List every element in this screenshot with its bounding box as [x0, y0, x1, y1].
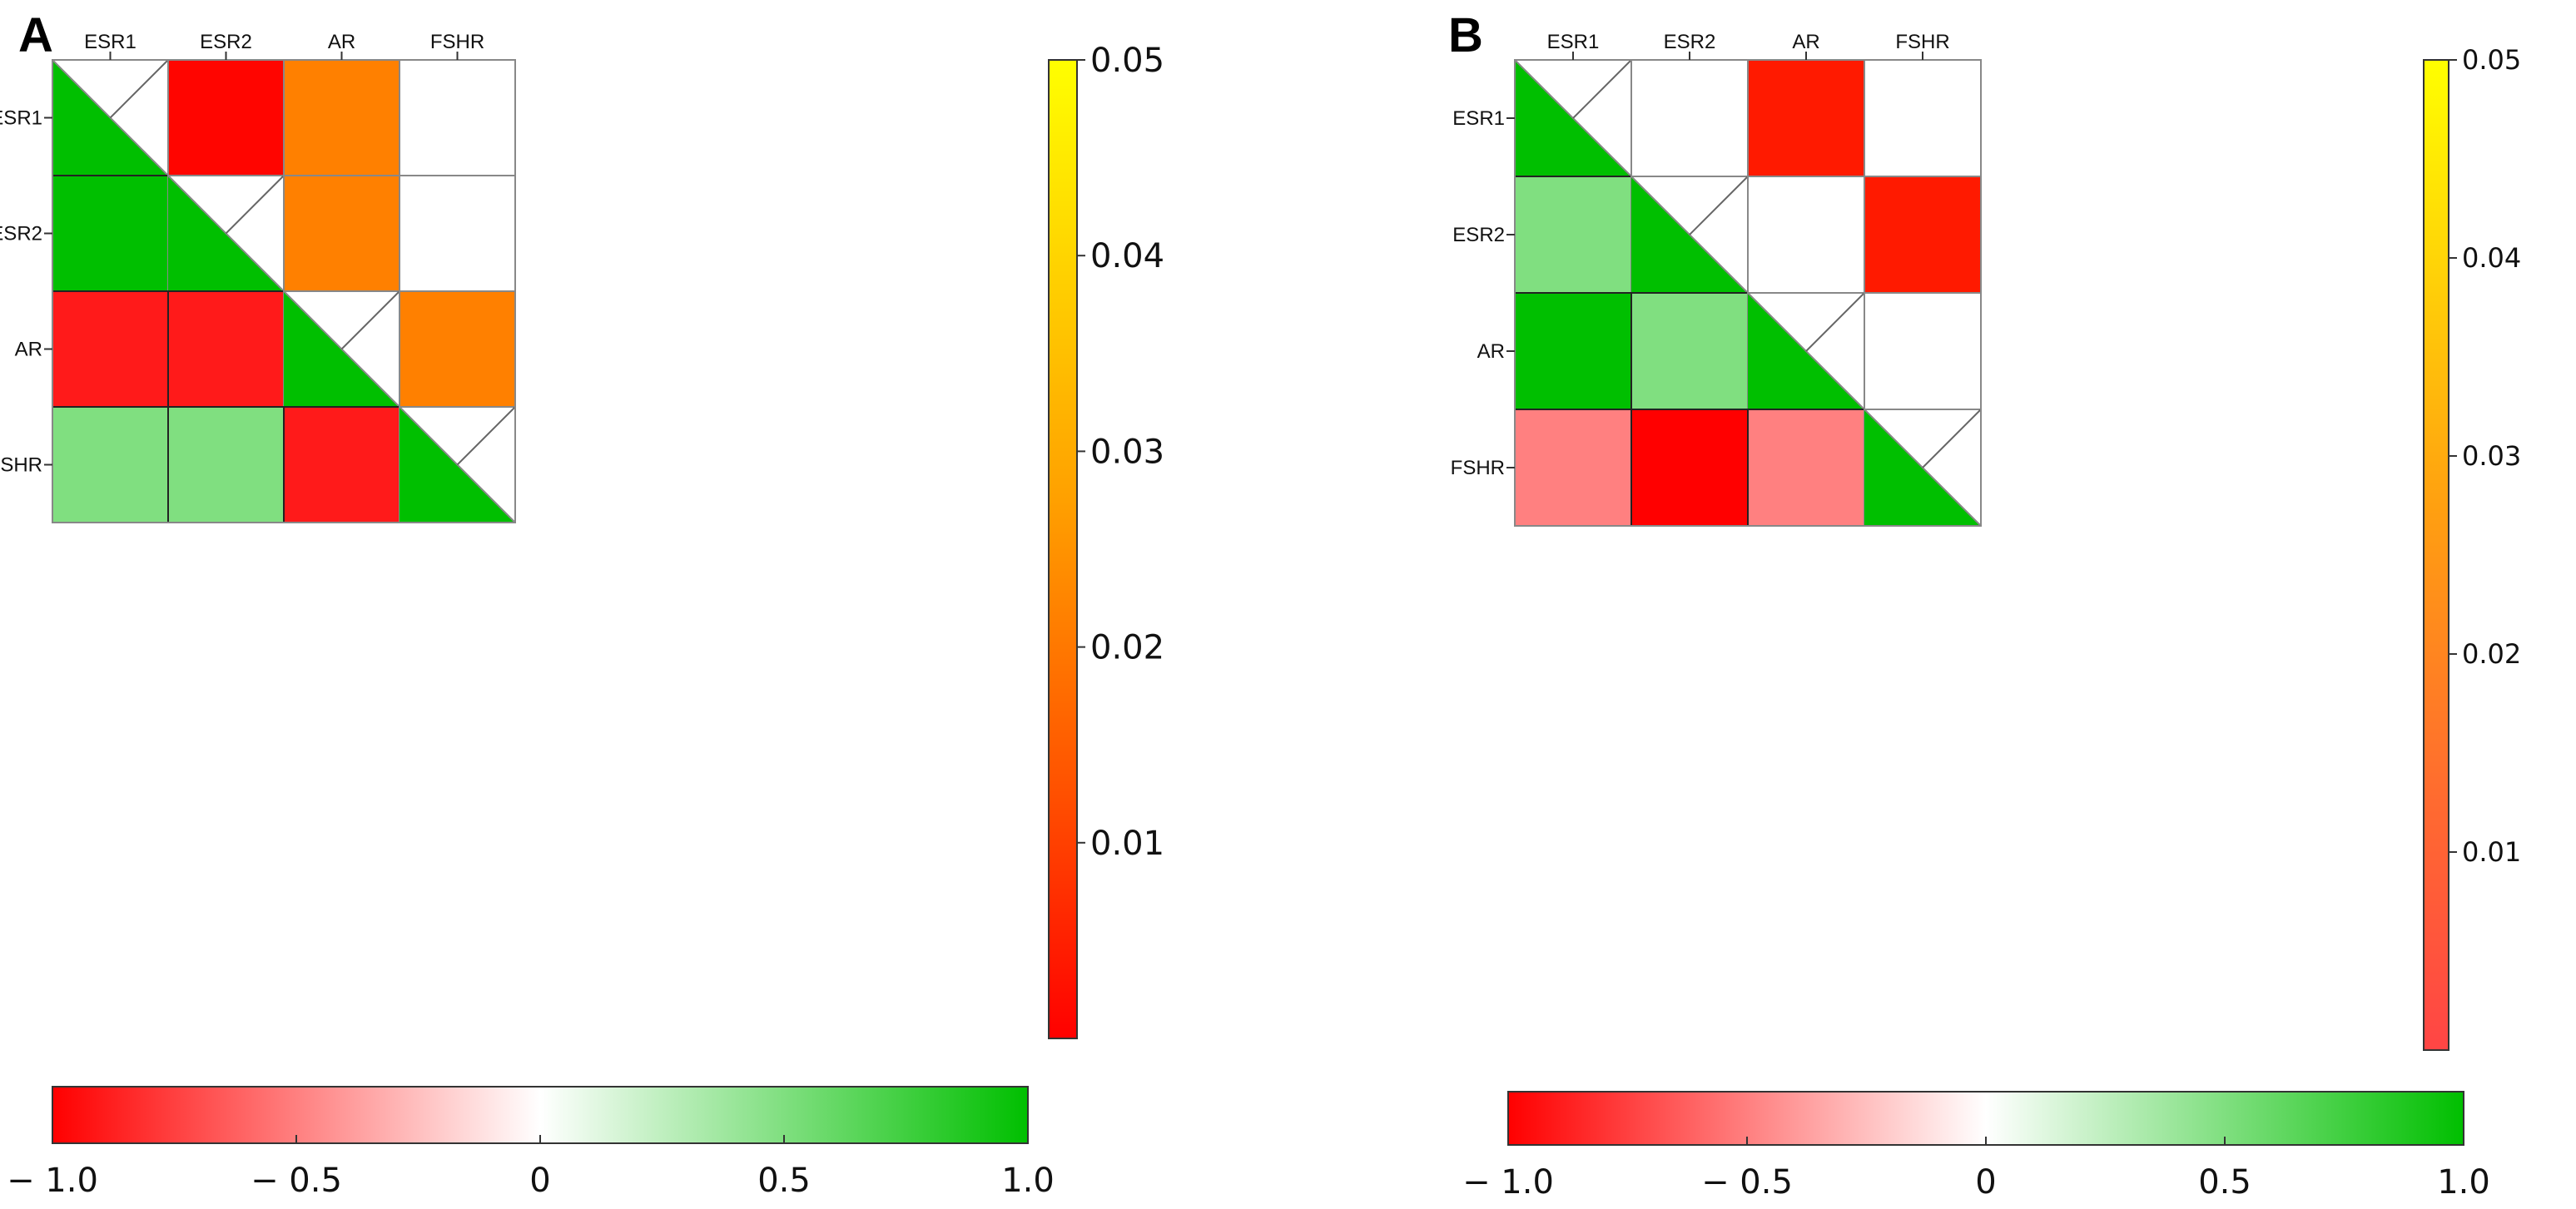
p-tick-label: 0.01	[1090, 825, 1164, 863]
correlation-colorbar-b: − 1.0 − 0.5 0 0.5 1.0	[1462, 1091, 2490, 1202]
p-tick-label: 0.02	[2462, 638, 2521, 670]
gene-labels-a: ESR1 ESR1 ESR2 ESR2 AR AR FSHR FSHR	[0, 31, 484, 477]
cell-p-esr2-ar	[1747, 176, 1865, 294]
p-tick-label: 0.04	[2462, 242, 2521, 274]
cell-r-fshr-esr2	[1630, 409, 1749, 527]
cell-p-esr2-fshr	[1864, 176, 1982, 294]
correlation-grid-a	[52, 59, 516, 523]
r-tick-label: − 0.5	[1701, 1163, 1793, 1202]
p-value-colorbar-a: 0.05 0.04 0.03 0.02 0.01	[1048, 42, 1164, 1039]
column-label-fshr: FSHR	[1895, 31, 1949, 53]
diag-slash-esr2	[225, 175, 285, 235]
p-tick-label: 0.02	[1090, 629, 1164, 667]
cell-p-esr1-ar	[283, 59, 400, 176]
diag-slash-esr1	[1572, 59, 1632, 119]
r-tick-label: 0	[529, 1162, 550, 1200]
cell-r-fshr-ar	[1747, 409, 1865, 527]
r-tick-label: 1.0	[2437, 1163, 2490, 1202]
cell-p-esr1-ar	[1747, 59, 1865, 177]
diag-slash-esr1	[109, 59, 169, 119]
column-label-esr1: ESR1	[1547, 31, 1600, 53]
p-colorbar-rect	[2423, 59, 2449, 1051]
cell-r-ar-esr2	[167, 290, 285, 408]
column-label-ar: AR	[328, 31, 355, 53]
cell-r-ar-esr1	[52, 290, 169, 408]
p-value-colorbar-b: 0.05 0.04 0.03 0.02 0.01	[2423, 44, 2521, 1051]
r-tick-label: 1.0	[1001, 1162, 1055, 1200]
panel-letter-b: B	[1448, 8, 1483, 62]
p-tick-label: 0.04	[1090, 237, 1164, 275]
p-tick-label: 0.03	[2462, 440, 2521, 472]
cell-r-fshr-ar	[283, 406, 400, 523]
diag-slash-ar	[1805, 292, 1865, 352]
p-tick-label: 0.05	[1090, 42, 1164, 80]
diag-slash-fshr	[1922, 409, 1982, 468]
r-colorbar-rect	[52, 1086, 1029, 1144]
cell-p-esr2-fshr	[399, 175, 516, 292]
cell-r-fshr-esr2	[167, 406, 285, 523]
diag-slash-esr2	[1689, 176, 1749, 235]
row-label-fshr: FSHR	[0, 454, 42, 477]
gene-labels-b: ESR1 ESR1 ESR2 ESR2 AR AR FSHR FSHR	[1451, 31, 1950, 479]
r-tick-label: − 1.0	[1462, 1163, 1554, 1202]
cell-r-esr2-esr1	[52, 175, 169, 292]
grid-frame	[52, 59, 516, 523]
cell-p-ar-fshr	[399, 290, 516, 408]
correlation-colorbar-a: − 1.0 − 0.5 0 0.5 1.0	[7, 1086, 1055, 1200]
r-tick-label: − 0.5	[251, 1162, 342, 1200]
r-tick-label: 0.5	[757, 1162, 811, 1200]
cell-p-esr1-fshr	[399, 59, 516, 176]
r-tick-label: 0.5	[2198, 1163, 2251, 1202]
cell-p-ar-fshr	[1864, 292, 1982, 410]
cell-r-fshr-esr1	[1514, 409, 1632, 527]
column-label-ar: AR	[1792, 31, 1819, 53]
cell-r-ar-esr2	[1630, 292, 1749, 410]
p-tick-label: 0.03	[1090, 433, 1164, 471]
panel-letter-a: A	[18, 8, 53, 62]
p-colorbar-rect	[1048, 59, 1078, 1039]
column-label-esr1: ESR1	[84, 31, 136, 53]
correlation-grid-b	[1514, 59, 1982, 527]
row-label-esr2: ESR2	[1452, 224, 1505, 246]
row-label-ar: AR	[15, 339, 42, 361]
r-tick-label: 0	[1975, 1163, 1996, 1202]
row-label-fshr: FSHR	[1451, 457, 1505, 479]
column-label-fshr: FSHR	[430, 31, 484, 53]
cell-p-esr1-fshr	[1864, 59, 1982, 177]
cell-r-esr2-esr1	[1514, 176, 1632, 294]
diag-slash-fshr	[456, 406, 516, 466]
column-label-esr2: ESR2	[200, 31, 252, 53]
cell-p-esr1-esr2	[1630, 59, 1749, 177]
cell-r-fshr-esr1	[52, 406, 169, 523]
cell-r-ar-esr1	[1514, 292, 1632, 410]
row-label-esr1: ESR1	[0, 107, 42, 130]
column-label-esr2: ESR2	[1664, 31, 1716, 53]
row-label-ar: AR	[1477, 340, 1505, 363]
p-tick-label: 0.05	[2462, 44, 2521, 76]
grid-frame	[1514, 59, 1982, 527]
row-label-esr2: ESR2	[0, 223, 42, 245]
diag-slash-ar	[340, 290, 400, 350]
cell-p-esr1-esr2	[167, 59, 285, 176]
cell-p-esr2-ar	[283, 175, 400, 292]
r-tick-label: − 1.0	[7, 1162, 98, 1200]
p-tick-label: 0.01	[2462, 836, 2521, 868]
row-label-esr1: ESR1	[1452, 107, 1505, 130]
